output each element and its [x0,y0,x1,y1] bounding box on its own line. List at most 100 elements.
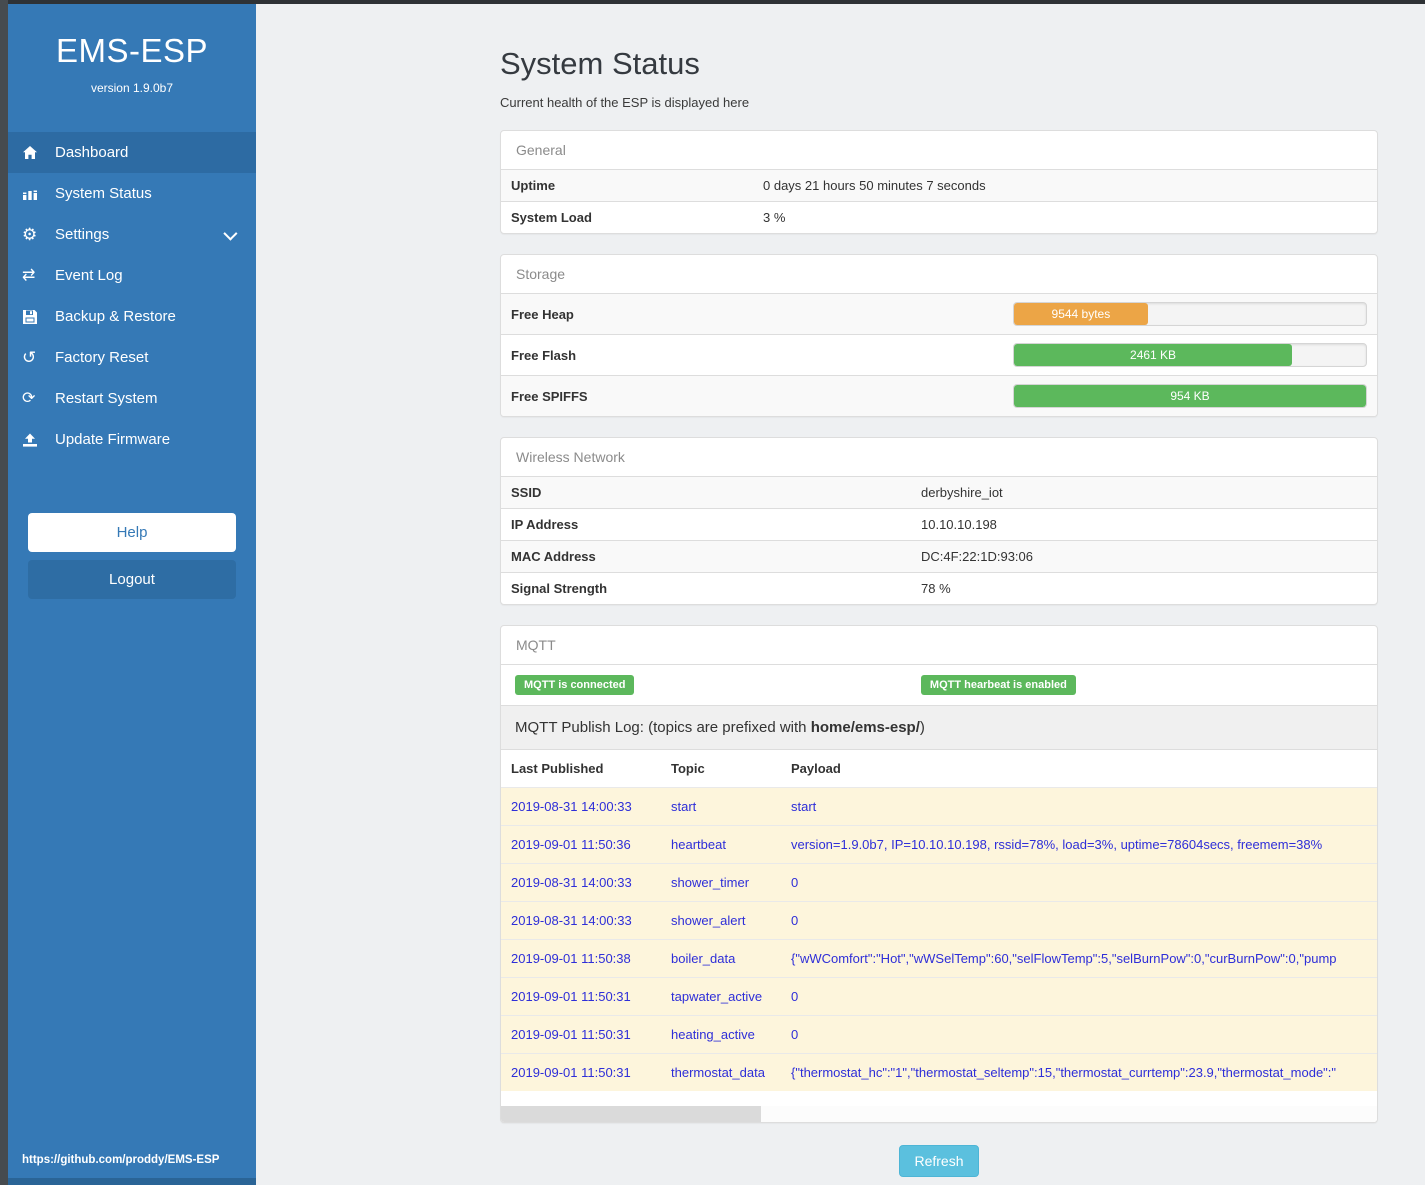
sidebar-item-label: Event Log [55,267,123,284]
log-time: 2019-09-01 11:50:31 [501,1053,661,1091]
general-table-body: Uptime 0 days 21 hours 50 minutes 7 secon… [501,170,1377,233]
sidebar-item-dashboard[interactable]: Dashboard [8,132,256,173]
row-value: 2461 KB [1003,334,1377,376]
mqtt-log-row: 2019-08-31 14:00:33 shower_alert 0 [501,901,1377,940]
window-edge-left [0,0,8,1185]
row-value: 0 days 21 hours 50 minutes 7 seconds [753,170,1377,202]
log-topic: tapwater_active [661,977,781,1016]
table-row: Free SPIFFS 954 KB [501,375,1377,416]
log-time: 2019-08-31 14:00:33 [501,787,661,826]
row-label: Signal Strength [501,572,911,604]
sidebar-item-label: Factory Reset [55,349,149,366]
log-payload: {"wWComfort":"Hot","wWSelTemp":60,"selFl… [781,939,1377,978]
table-row: Free Heap 9544 bytes [501,294,1377,335]
col-header-payload: Payload [781,749,1377,788]
mqtt-topic-prefix: home/ems-esp/ [810,719,920,736]
log-payload: 0 [781,977,1377,1016]
log-time: 2019-09-01 11:50:36 [501,825,661,864]
log-time: 2019-09-01 11:50:38 [501,939,661,978]
panel-wireless: Wireless Network SSID derbyshire_iot IP Ad… [500,437,1378,605]
row-label: Free Heap [501,294,1003,335]
log-topic: thermostat_data [661,1053,781,1091]
row-value: 10.10.10.198 [911,508,1377,541]
log-payload: {"thermostat_hc":"1","thermostat_seltemp… [781,1053,1377,1091]
panel-wireless-title: Wireless Network [501,438,1377,477]
page-title: System Status [500,46,700,81]
page-subtitle: Current health of the ESP is displayed h… [500,95,750,110]
row-value: 3 % [753,201,1377,233]
sidebar-nav: Dashboard System Status ⚙ Settings ⇄ Event Lo… [8,132,256,460]
mqtt-log-row: 2019-09-01 11:50:31 tapwater_active 0 [501,977,1377,1016]
progress-track: 9544 bytes [1013,302,1367,326]
sidebar-footer: https://github.com/proddy/EMS-ESP [8,1154,256,1185]
refresh-icon: ⟳ [22,389,36,407]
app-version: version 1.9.0b7 [90,81,174,95]
app-title: EMS-ESP [55,32,209,69]
log-spacer [501,1091,1377,1106]
log-payload: version=1.9.0b7, IP=10.10.10.198, rssid=… [781,825,1377,864]
sidebar-item-system-status[interactable]: System Status [8,173,256,214]
mqtt-connected-badge: MQTT is connected [515,675,635,695]
sidebar-item-restart-system[interactable]: ⟳ Restart System [8,378,256,419]
row-label: SSID [501,477,911,509]
col-header-topic: Topic [661,749,781,788]
sidebar-item-label: Settings [55,226,110,243]
progress-track: 954 KB [1013,384,1367,408]
progress-track: 2461 KB [1013,343,1367,367]
mqtt-badges-row: MQTT is connected MQTT hearbeat is enabl… [501,665,1377,705]
row-value: 78 % [911,572,1377,604]
row-label: IP Address [501,508,911,541]
mqtt-log-caption-suffix: ) [919,719,925,736]
table-row: Signal Strength 78 % [501,572,1377,604]
log-topic: shower_alert [661,901,781,940]
log-payload: 0 [781,1015,1377,1054]
row-value: 9544 bytes [1003,294,1377,335]
log-time: 2019-08-31 14:00:33 [501,863,661,902]
horizontal-scrollbar[interactable] [501,1106,1377,1122]
github-url[interactable]: https://github.com/proddy/EMS-ESP [22,1154,220,1166]
mqtt-log-row: 2019-09-01 11:50:36 heartbeat version=1.9.… [501,825,1377,864]
table-row: Uptime 0 days 21 hours 50 minutes 7 secon… [501,170,1377,202]
sidebar-item-event-log[interactable]: ⇄ Event Log [8,255,256,296]
panel-storage: Storage Free Heap 9544 bytes Free Flash 246… [500,254,1378,417]
panel-mqtt: MQTT MQTT is connected MQTT hearbeat is … [500,625,1378,1123]
sidebar-buttons: Help Logout [8,513,256,599]
save-icon [22,309,55,325]
row-label: Uptime [501,170,753,202]
table-row: SSID derbyshire_iot [501,477,1377,509]
log-topic: heating_active [661,1015,781,1054]
mqtt-log-header-row: Last Published Topic Payload [501,749,1377,788]
sidebar-item-settings[interactable]: ⚙ Settings [8,214,256,255]
upload-icon [22,432,55,448]
progress-bar: 954 KB [1014,385,1366,407]
sidebar-item-factory-reset[interactable]: ↺ Factory Reset [8,337,256,378]
home-icon [22,145,55,161]
mqtt-log-row: 2019-09-01 11:50:31 thermostat_data {"ther… [501,1053,1377,1091]
mqtt-log-caption-prefix: MQTT Publish Log: (topics are prefixed w… [515,719,811,736]
log-time: 2019-09-01 11:50:31 [501,1015,661,1054]
logout-button[interactable]: Logout [28,560,236,599]
sidebar-item-update-firmware[interactable]: Update Firmware [8,419,256,460]
sidebar-item-backup-restore[interactable]: Backup & Restore [8,296,256,337]
mqtt-log-row: 2019-08-31 14:00:33 start start [501,787,1377,826]
scrollbar-thumb[interactable] [501,1106,761,1122]
col-header-last-published: Last Published [501,749,661,788]
log-topic: shower_timer [661,863,781,902]
sidebar: EMS-ESP version 1.9.0b7 Dashboard System … [8,4,256,1185]
progress-bar: 2461 KB [1014,344,1293,366]
gear-icon: ⚙ [22,225,38,244]
main-content: System Status Current health of the ESP … [256,4,1425,1185]
row-value: derbyshire_iot [911,477,1377,509]
table-row: IP Address 10.10.10.198 [501,508,1377,541]
mqtt-log-row: 2019-09-01 11:50:38 boiler_data {"wWComfor… [501,939,1377,978]
sidebar-item-label: Restart System [55,390,158,407]
table-row: Free Flash 2461 KB [501,334,1377,376]
help-button[interactable]: Help [28,513,236,552]
exchange-icon: ⇄ [22,266,36,284]
row-value: 954 KB [1003,375,1377,416]
log-time: 2019-08-31 14:00:33 [501,901,661,940]
panel-storage-title: Storage [501,255,1377,294]
refresh-button[interactable]: Refresh [899,1145,979,1177]
mqtt-log-body: 2019-08-31 14:00:33 start start 2019-09-01 … [501,787,1377,1091]
status-bars-icon [22,186,55,202]
